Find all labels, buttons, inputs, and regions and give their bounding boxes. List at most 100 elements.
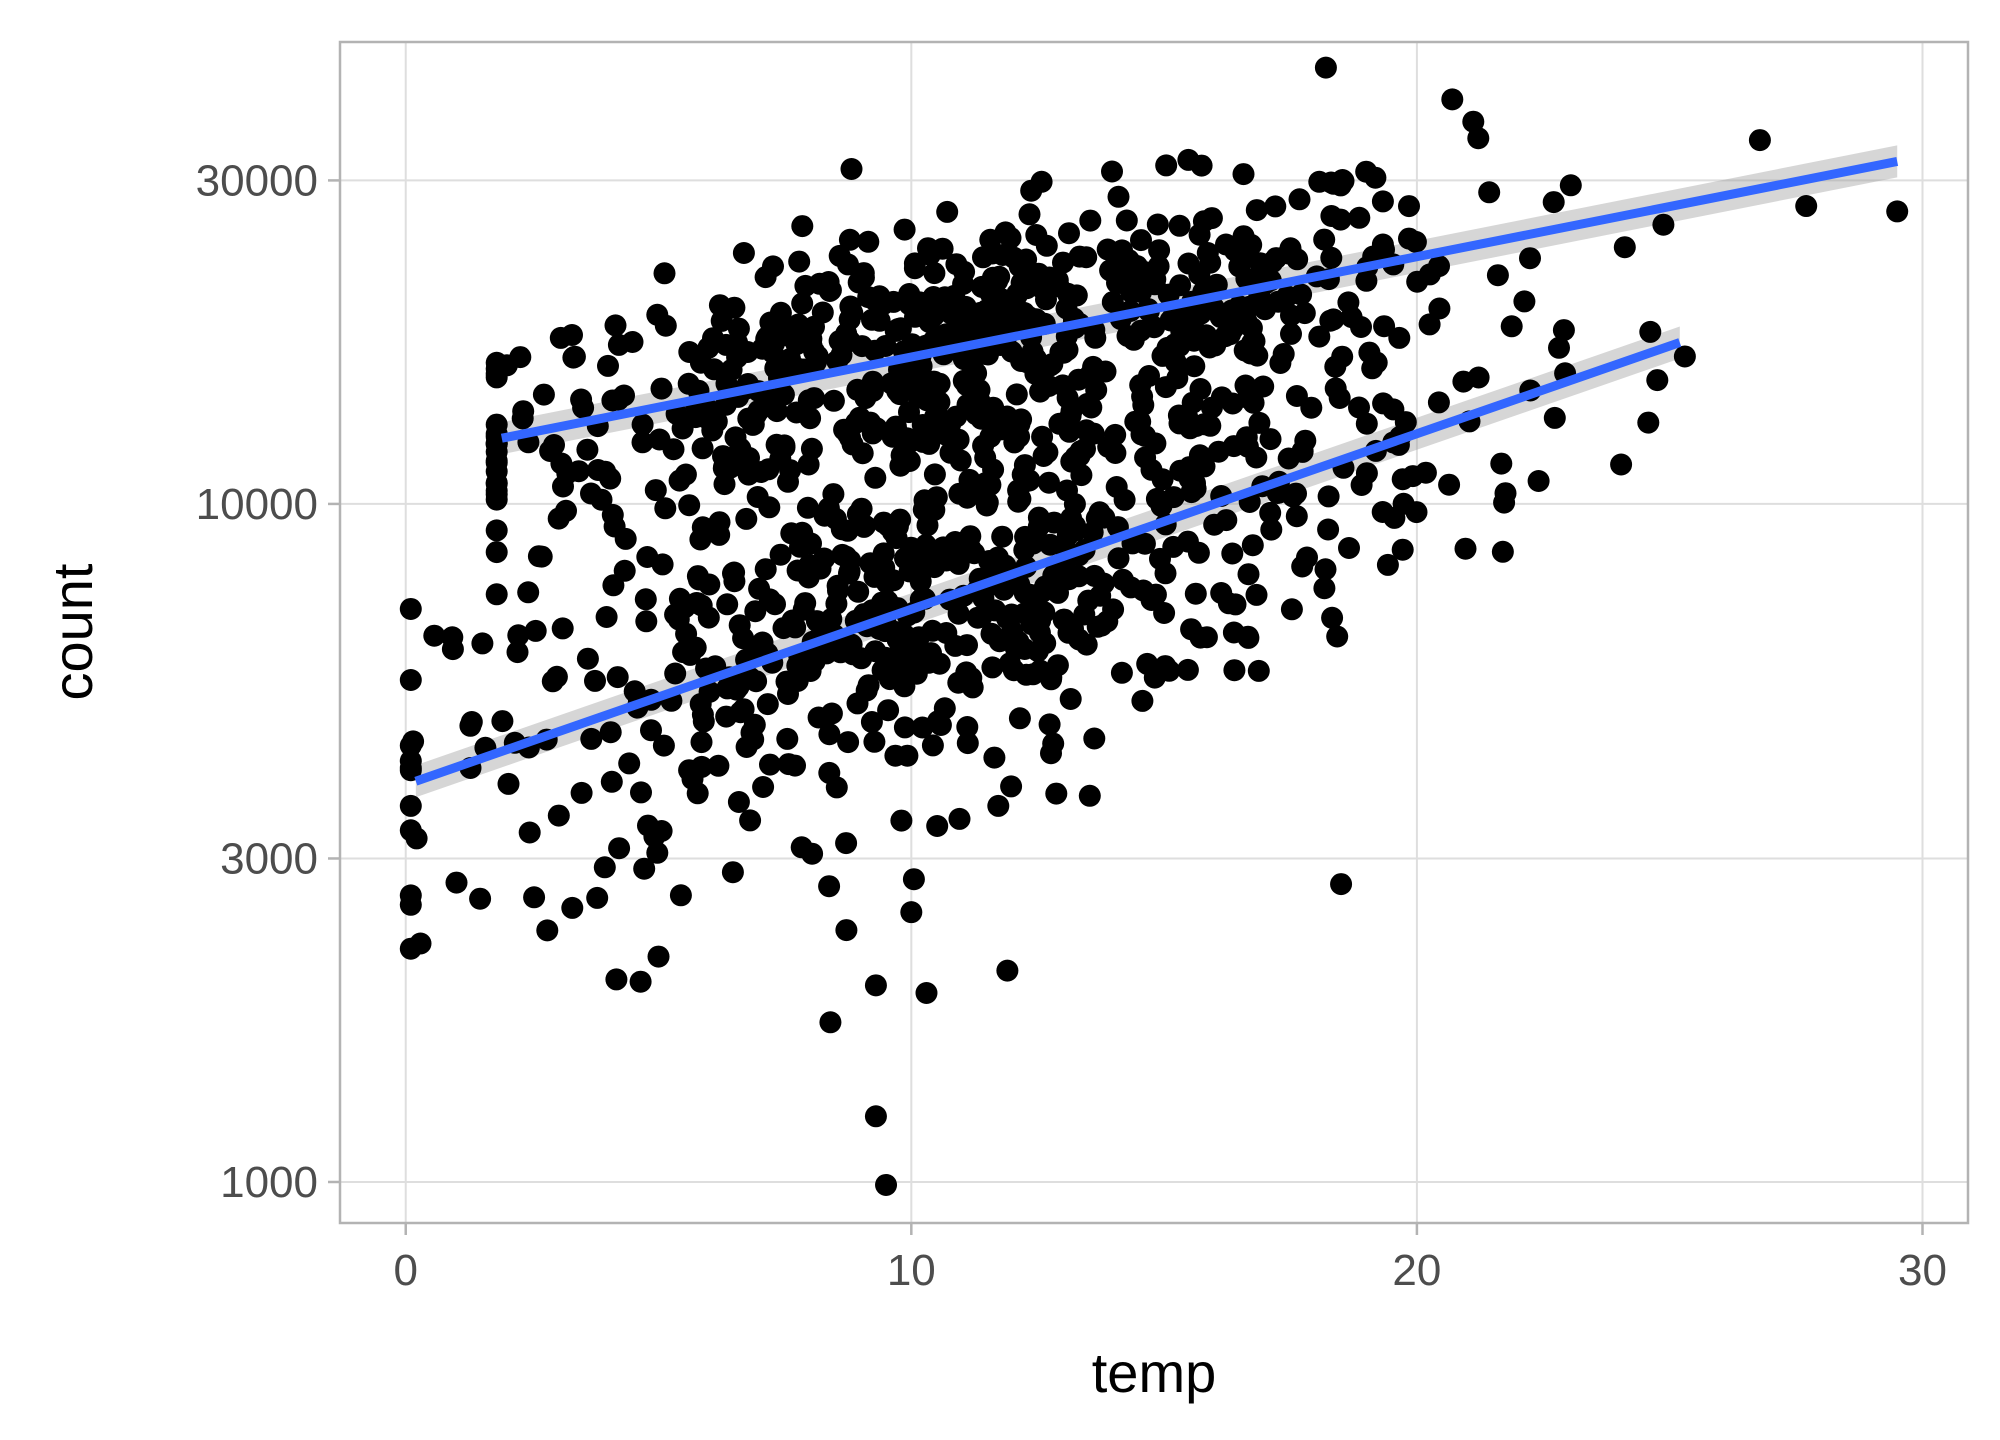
data-point [1149,547,1171,570]
data-point [1013,454,1036,477]
data-point [716,593,739,616]
data-point [599,721,622,744]
data-point [1317,485,1340,508]
data-point [654,314,677,337]
data-point [545,665,568,688]
data-point [1151,468,1174,491]
data-point [713,473,736,496]
data-point [1058,222,1080,245]
data-point [825,776,848,799]
data-point [710,309,733,332]
data-point [816,611,839,634]
data-point [1260,518,1283,541]
data-point [1096,610,1119,633]
data-point [1280,598,1303,621]
data-point [773,434,796,457]
data-point [471,632,494,655]
data-point [738,666,761,689]
data-point [1478,181,1501,204]
data-point [595,606,618,628]
data-point [441,638,464,661]
data-point [1182,464,1205,487]
data-point [707,754,730,777]
data-point [485,366,508,389]
data-point [933,697,956,720]
data-point [1177,252,1200,275]
data-point [727,791,750,813]
data-point [1321,606,1344,629]
data-point [917,237,939,260]
data-point [976,491,999,514]
data-point [543,434,565,456]
x-tick-label: 10 [887,1246,936,1295]
data-point [1148,239,1171,262]
data-point [1237,625,1259,648]
data-point [1543,406,1566,429]
data-point [613,384,635,407]
data-point [552,475,574,498]
data-point [1652,213,1675,236]
axis-ticks: 0 10 20 30 1000 3000 10000 30000 [196,156,1947,1295]
data-point [653,262,676,285]
data-point [890,809,913,832]
data-point [532,383,555,406]
data-point [724,426,747,449]
data-point [1355,160,1378,183]
data-point [818,723,841,746]
x-axis-title: temp [1092,1341,1217,1404]
data-point [944,634,967,657]
data-point [586,886,609,909]
data-point [837,731,860,754]
data-point [910,365,933,387]
data-point [1467,127,1490,150]
data-point [893,716,916,739]
data-point [1338,537,1360,559]
data-point [576,438,599,461]
data-point [635,610,658,633]
data-point [469,887,492,910]
data-point [796,496,819,519]
data-point [399,794,422,817]
data-point [527,545,550,568]
data-point [650,377,673,400]
data-point [1337,291,1360,314]
data-point [1183,355,1206,378]
data-point [1320,205,1343,227]
data-point [1145,487,1168,510]
data-point [851,442,874,465]
data-point [623,680,646,703]
data-point [1052,608,1075,631]
data-point [1107,547,1130,570]
data-point [1110,661,1133,684]
data-point [1036,441,1059,464]
data-point [1029,380,1052,403]
data-point [1059,688,1082,710]
data-point [754,558,777,581]
data-point [907,386,930,409]
data-point [1490,452,1513,475]
data-point [1176,658,1199,681]
data-point [893,218,916,241]
data-point [549,326,572,349]
data-point [1196,242,1219,264]
data-point [788,250,811,273]
data-point [1048,412,1071,435]
data-point [1045,782,1068,805]
data-point [604,314,627,337]
data-point [974,446,997,469]
data-point [485,583,508,606]
data-point [923,463,946,486]
data-point [593,856,616,879]
data-point [1294,429,1317,452]
data-point [1329,174,1352,197]
data-point [584,669,606,692]
data-point [1180,481,1203,504]
data-point [860,711,883,733]
data-point [828,244,851,267]
data-point [797,453,820,476]
data-point [1247,659,1270,682]
data-point [607,333,630,356]
data-point [903,257,926,280]
data-point [1376,553,1399,576]
data-point [891,373,914,396]
